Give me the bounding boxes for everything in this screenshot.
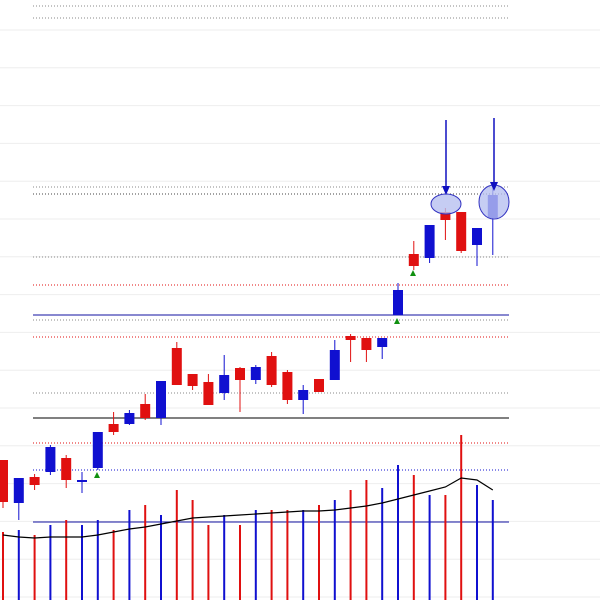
- volume-bar: [460, 435, 463, 600]
- arrow-head: [490, 182, 498, 191]
- annotations: [94, 118, 510, 478]
- levels: [33, 5, 509, 523]
- volume-bar: [144, 505, 147, 600]
- volume-bar: [254, 510, 257, 600]
- volume-bar: [175, 490, 178, 600]
- volume-bar: [112, 530, 115, 600]
- candle-body: [298, 390, 309, 400]
- candle-body: [314, 379, 324, 392]
- candle-body: [345, 336, 356, 340]
- candle-body: [250, 367, 261, 380]
- volume-bar: [33, 535, 36, 600]
- candle-body: [140, 404, 151, 418]
- candle-body: [187, 374, 198, 386]
- volume-bar: [49, 525, 52, 600]
- candle-body: [45, 447, 56, 472]
- volume-bar: [191, 500, 194, 600]
- candle-body: [472, 228, 482, 245]
- volume-bar: [349, 490, 352, 600]
- volume-bar: [491, 500, 494, 600]
- candle-body: [219, 375, 230, 393]
- highlight: [430, 193, 462, 215]
- candle-body: [61, 458, 72, 480]
- volume: [2, 435, 494, 600]
- candle-body: [440, 212, 451, 220]
- candle-body: [408, 254, 419, 266]
- volume-bar: [239, 525, 241, 600]
- volume-bar: [96, 520, 99, 600]
- candle-body: [0, 460, 8, 502]
- volume-bar: [223, 515, 226, 600]
- candles: [0, 188, 498, 520]
- candle-body: [282, 372, 293, 400]
- candle-body: [424, 225, 435, 258]
- candle-body: [203, 382, 214, 405]
- candle-body: [456, 212, 467, 251]
- volume-bar: [270, 510, 273, 600]
- candle-body: [156, 381, 166, 418]
- volume-bar: [65, 520, 68, 600]
- candle-body: [77, 480, 87, 482]
- candle-body: [171, 348, 182, 385]
- volume-bar: [2, 532, 4, 600]
- volume-bar: [207, 525, 210, 600]
- moving-average: [2, 477, 494, 539]
- volume-bar: [318, 505, 320, 600]
- arrow-head: [442, 186, 450, 195]
- candle-body: [393, 290, 403, 315]
- volume-bar: [476, 485, 478, 600]
- volume-bar: [381, 488, 384, 600]
- candle-body: [13, 478, 24, 503]
- grid: [0, 29, 600, 598]
- volume-bar: [333, 500, 336, 600]
- candle-body: [235, 368, 245, 380]
- signal-marker: [410, 270, 416, 276]
- volume-bar: [412, 475, 415, 600]
- candle-body: [29, 477, 40, 485]
- candle-body: [377, 338, 388, 347]
- volume-bar: [81, 525, 83, 600]
- volume-bar: [365, 480, 368, 600]
- volume-bar: [286, 510, 289, 600]
- volume-bar: [428, 495, 431, 600]
- candle-body: [361, 338, 372, 350]
- candle-body: [266, 356, 277, 385]
- signal-marker: [394, 318, 400, 324]
- candle-body: [92, 432, 103, 468]
- volume-bar: [17, 530, 20, 600]
- moving-average-line: [2, 477, 494, 539]
- signal-marker: [94, 472, 100, 478]
- volume-bar: [128, 510, 131, 600]
- volume-bar: [397, 465, 399, 600]
- candle-body: [329, 350, 340, 380]
- volume-bar: [444, 495, 447, 600]
- volume-bar: [160, 515, 162, 600]
- candle-body: [124, 413, 135, 424]
- volume-bar: [302, 510, 305, 600]
- candle-body: [108, 424, 119, 432]
